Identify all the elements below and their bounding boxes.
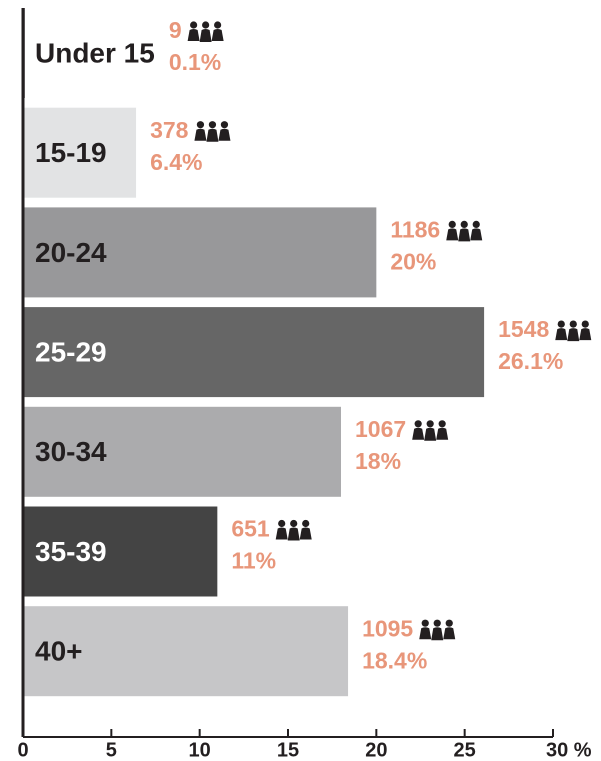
people-icon bbox=[555, 320, 592, 342]
x-tick-label: 15 bbox=[277, 739, 299, 761]
category-label: 40+ bbox=[35, 636, 83, 667]
people-icon bbox=[275, 519, 312, 541]
value-label: 26.1% bbox=[498, 348, 563, 374]
bar bbox=[23, 207, 377, 298]
bar bbox=[23, 606, 349, 697]
value-label: 18.4% bbox=[362, 647, 427, 673]
bar bbox=[23, 406, 341, 497]
category-label: 35-39 bbox=[35, 536, 107, 567]
x-tick-label: 10 bbox=[189, 739, 211, 761]
category-label: 30-34 bbox=[35, 436, 107, 467]
count-label: 1095 bbox=[362, 615, 413, 641]
x-tick-label: 5 bbox=[106, 739, 117, 761]
value-label: 11% bbox=[231, 548, 276, 574]
x-tick-label: 20 bbox=[365, 739, 387, 761]
count-label: 1067 bbox=[355, 416, 406, 442]
people-icon bbox=[187, 21, 224, 42]
people-icon bbox=[194, 121, 231, 142]
value-label: 0.1% bbox=[169, 49, 221, 75]
people-icon bbox=[446, 220, 483, 242]
x-tick-label: 25 bbox=[454, 739, 476, 761]
bar bbox=[23, 107, 137, 198]
count-label: 651 bbox=[231, 516, 270, 542]
count-label: 1548 bbox=[498, 316, 549, 342]
people-icon bbox=[412, 420, 449, 441]
count-label: 1186 bbox=[390, 216, 440, 242]
category-label: 25-29 bbox=[35, 336, 107, 367]
category-label: 15-19 bbox=[35, 137, 107, 168]
value-label: 20% bbox=[390, 248, 436, 274]
value-label: 6.4% bbox=[150, 149, 202, 175]
bar bbox=[23, 506, 218, 597]
bar bbox=[23, 307, 485, 398]
x-tick-label: 30 % bbox=[546, 739, 592, 761]
people-icon bbox=[419, 619, 456, 641]
category-label: 20-24 bbox=[35, 237, 107, 268]
category-label: Under 15 bbox=[35, 37, 155, 68]
value-label: 18% bbox=[355, 448, 401, 474]
count-label: 9 bbox=[169, 17, 182, 43]
x-tick-label: 0 bbox=[17, 739, 28, 761]
count-label: 378 bbox=[150, 117, 189, 143]
